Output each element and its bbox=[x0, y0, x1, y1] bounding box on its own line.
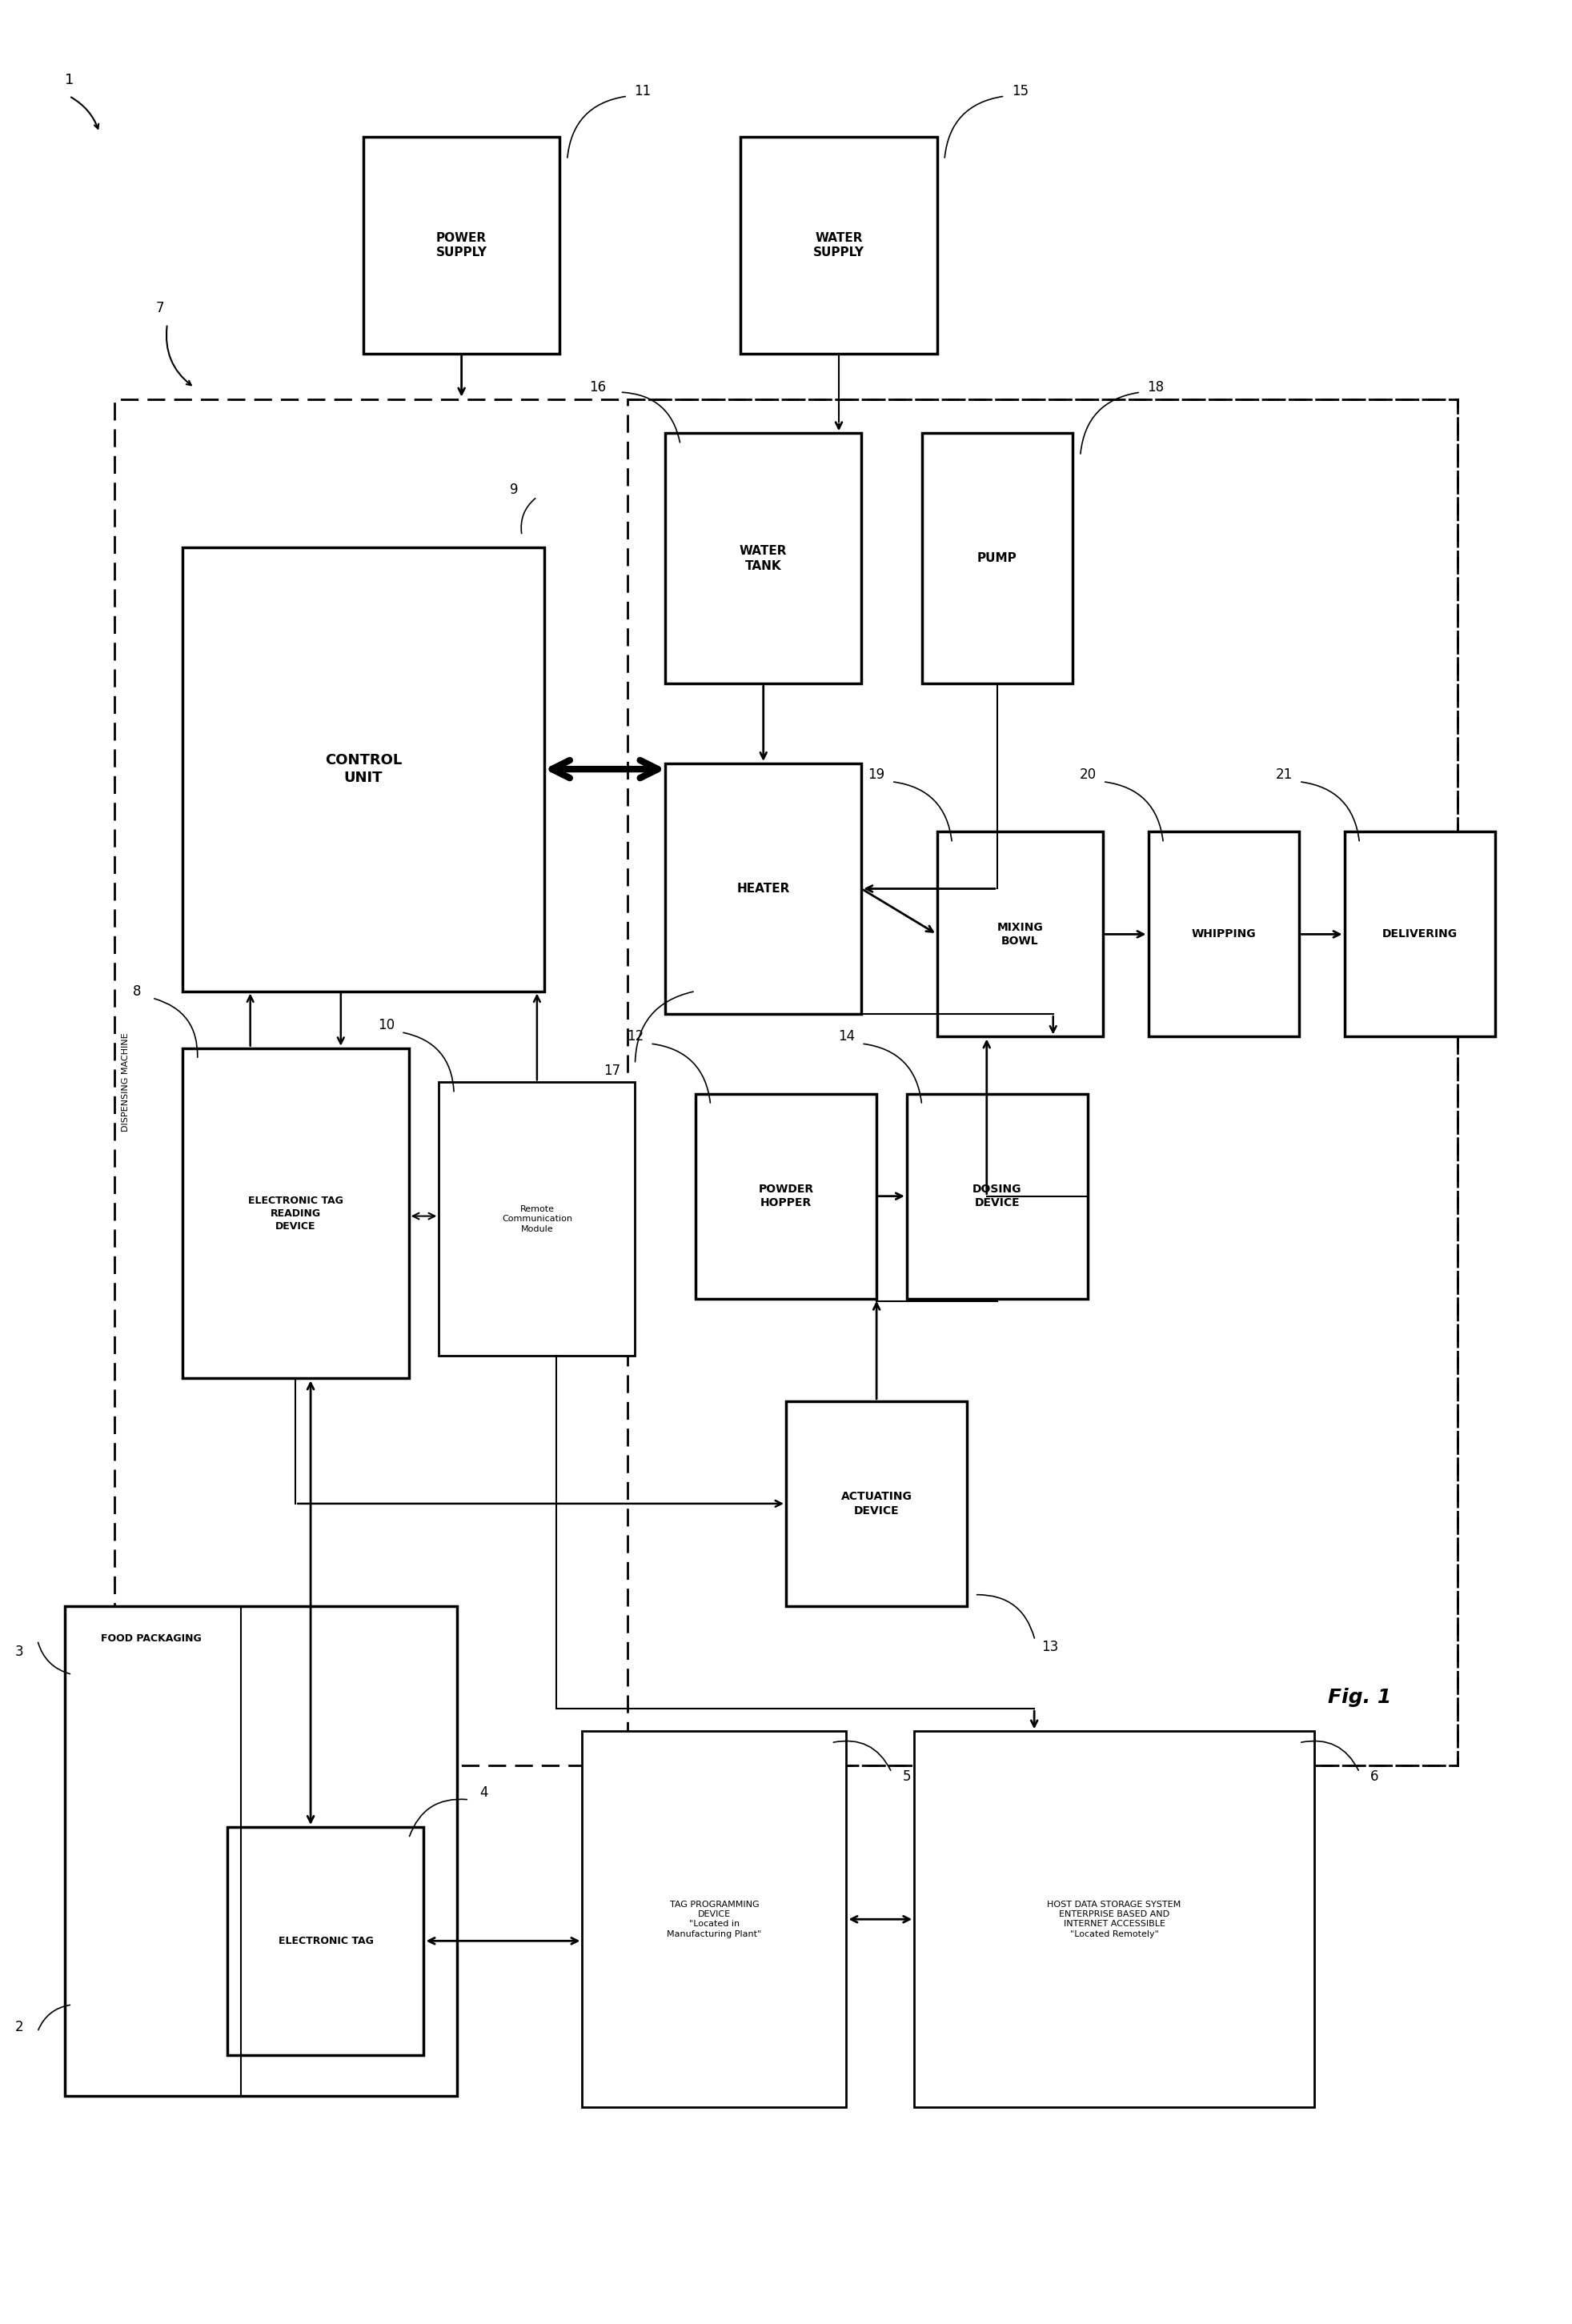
Text: 9: 9 bbox=[511, 483, 519, 497]
Text: PUMP: PUMP bbox=[978, 553, 1017, 565]
Bar bbox=[439, 1083, 635, 1355]
Text: MIXING
BOWL: MIXING BOWL bbox=[997, 923, 1044, 946]
Text: 7: 7 bbox=[156, 300, 163, 316]
Bar bbox=[907, 1095, 1088, 1299]
Text: 2: 2 bbox=[16, 2020, 24, 2034]
Text: POWDER
HOPPER: POWDER HOPPER bbox=[758, 1183, 814, 1208]
Text: 10: 10 bbox=[377, 1018, 395, 1032]
Text: 19: 19 bbox=[868, 767, 885, 781]
Text: 6: 6 bbox=[1371, 1771, 1379, 1785]
Text: DOSING
DEVICE: DOSING DEVICE bbox=[973, 1183, 1022, 1208]
Text: HEATER: HEATER bbox=[737, 883, 789, 895]
Text: 17: 17 bbox=[604, 1064, 621, 1078]
Text: CONTROL
UNIT: CONTROL UNIT bbox=[325, 753, 402, 786]
Text: 15: 15 bbox=[1011, 84, 1028, 98]
Text: 20: 20 bbox=[1080, 767, 1096, 781]
Text: Remote
Communication
Module: Remote Communication Module bbox=[501, 1206, 572, 1232]
Text: 8: 8 bbox=[134, 983, 141, 999]
Text: Fig. 1: Fig. 1 bbox=[1328, 1687, 1391, 1706]
Bar bbox=[1148, 832, 1298, 1037]
Bar bbox=[115, 400, 1457, 1766]
Bar bbox=[786, 1401, 967, 1606]
Bar bbox=[627, 400, 1457, 1766]
Text: 18: 18 bbox=[1148, 381, 1165, 395]
Text: FOOD PACKAGING: FOOD PACKAGING bbox=[101, 1634, 201, 1643]
Text: DISPENSING MACHINE: DISPENSING MACHINE bbox=[123, 1032, 130, 1132]
Text: ACTUATING
DEVICE: ACTUATING DEVICE bbox=[841, 1492, 912, 1515]
Bar bbox=[915, 1731, 1314, 2108]
Bar bbox=[1344, 832, 1495, 1037]
Bar bbox=[228, 1827, 424, 2054]
Bar bbox=[695, 1095, 877, 1299]
Bar bbox=[182, 1048, 409, 1378]
Text: 5: 5 bbox=[902, 1771, 910, 1785]
Text: POWER
SUPPLY: POWER SUPPLY bbox=[435, 232, 487, 258]
Text: 14: 14 bbox=[838, 1030, 855, 1043]
Text: 13: 13 bbox=[1042, 1641, 1058, 1655]
Bar bbox=[921, 432, 1072, 683]
Text: HOST DATA STORAGE SYSTEM
ENTERPRISE BASED AND
INTERNET ACCESSIBLE
"Located Remot: HOST DATA STORAGE SYSTEM ENTERPRISE BASE… bbox=[1047, 1901, 1181, 1938]
Text: 12: 12 bbox=[627, 1030, 643, 1043]
Text: 3: 3 bbox=[16, 1645, 24, 1659]
Text: 21: 21 bbox=[1275, 767, 1292, 781]
Bar bbox=[740, 137, 937, 353]
Bar bbox=[363, 137, 560, 353]
Text: ELECTRONIC TAG
READING
DEVICE: ELECTRONIC TAG READING DEVICE bbox=[248, 1195, 343, 1232]
Text: DELIVERING: DELIVERING bbox=[1382, 930, 1457, 939]
Bar bbox=[665, 762, 861, 1013]
Bar bbox=[665, 432, 861, 683]
Text: 11: 11 bbox=[634, 84, 651, 98]
Text: 16: 16 bbox=[590, 381, 605, 395]
Bar bbox=[182, 546, 544, 990]
Text: WHIPPING: WHIPPING bbox=[1192, 930, 1256, 939]
Text: TAG PROGRAMMING
DEVICE
"Located in
Manufacturing Plant": TAG PROGRAMMING DEVICE "Located in Manuf… bbox=[667, 1901, 762, 1938]
Bar bbox=[64, 1606, 457, 2096]
Bar bbox=[937, 832, 1104, 1037]
Bar bbox=[582, 1731, 846, 2108]
Text: WATER
SUPPLY: WATER SUPPLY bbox=[813, 232, 865, 258]
Text: 4: 4 bbox=[479, 1785, 489, 1801]
Text: ELECTRONIC TAG: ELECTRONIC TAG bbox=[278, 1936, 373, 1945]
Text: 1: 1 bbox=[64, 72, 74, 88]
Text: WATER
TANK: WATER TANK bbox=[739, 546, 788, 572]
